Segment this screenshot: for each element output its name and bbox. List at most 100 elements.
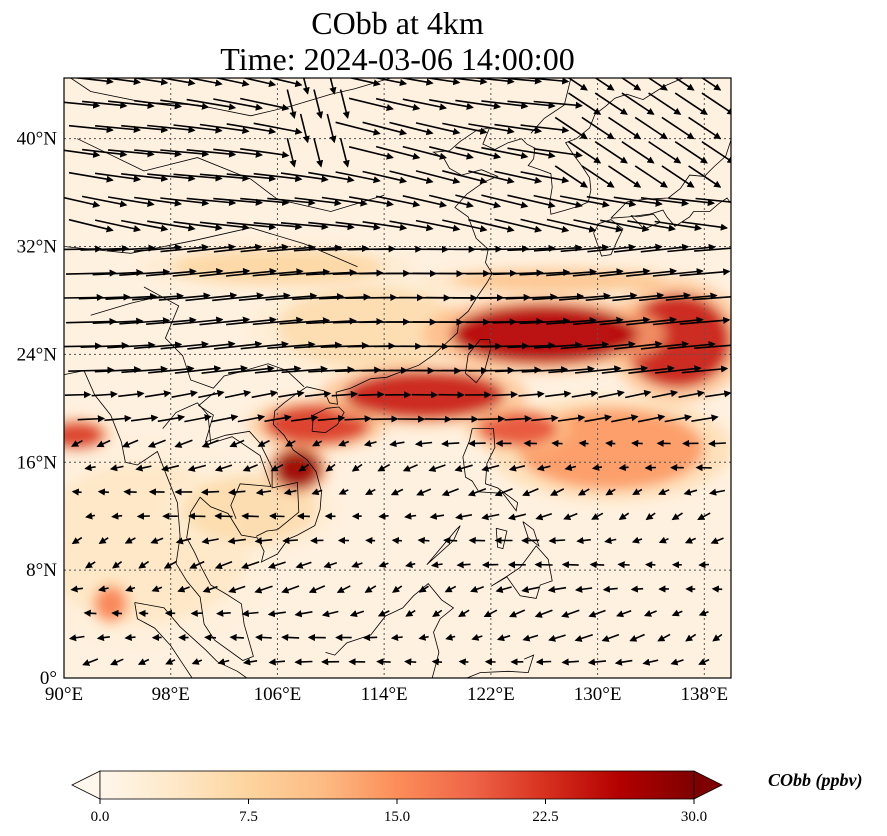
wind-arrow [252, 268, 304, 277]
wind-arrow [657, 633, 671, 642]
wind-arrow [481, 194, 529, 209]
wind-arrow [201, 439, 219, 448]
wind-arrow [548, 634, 566, 642]
wind-arrow [470, 585, 484, 593]
wind-arrow [157, 414, 186, 423]
wind-arrow [455, 513, 473, 521]
wind-arrow [312, 439, 323, 447]
wind-arrow [144, 390, 172, 398]
wind-arrow [229, 439, 245, 448]
wind-arrow [507, 194, 556, 209]
wind-arrow [280, 222, 329, 231]
wind-arrow [554, 165, 588, 188]
longitude-labels: 90°E 98°E 106°E 114°E 122°E 130°E 138°E [45, 684, 728, 705]
wind-arrow [480, 342, 530, 350]
wind-arrow [121, 439, 139, 448]
wind-arrow [64, 101, 101, 109]
wind-arrow [664, 414, 693, 423]
wind-arrow [285, 439, 296, 447]
wind-arrow [210, 414, 239, 423]
wind-arrow [454, 464, 473, 472]
wind-arrow [349, 610, 365, 617]
wind-arrow [712, 633, 723, 642]
wind-arrow [109, 464, 124, 472]
wind-arrow [631, 536, 643, 544]
wind-arrow [613, 196, 663, 207]
wind-arrow [123, 488, 137, 496]
wind-arrow [402, 145, 447, 160]
wind-arrow [348, 97, 394, 112]
wind-arrow [313, 89, 324, 119]
wind-arrow [308, 221, 355, 231]
wind-arrow [612, 292, 665, 302]
wind-arrow [561, 609, 580, 618]
wind-arrow [331, 390, 359, 398]
wind-arrow [681, 365, 729, 374]
wind-arrow [430, 561, 443, 569]
wind-arrow [507, 244, 556, 253]
wind-arrow [559, 195, 610, 208]
wind-arrow [160, 340, 209, 350]
wind-arrow [200, 488, 220, 496]
wind-arrow [187, 464, 207, 472]
wind-arrow [661, 116, 695, 140]
wind-arrow [494, 78, 543, 85]
wind-arrow [130, 414, 159, 422]
wind-arrow [189, 560, 205, 569]
wind-arrow [121, 124, 169, 134]
wind-arrow [286, 138, 297, 168]
wind-arrow [198, 389, 225, 399]
coastline-segment [466, 654, 535, 678]
wind-arrow [78, 293, 131, 301]
wind-arrow [279, 317, 331, 325]
wind-arrow [160, 197, 210, 207]
wind-arrow [213, 98, 264, 111]
wind-arrow [640, 197, 690, 207]
wind-arrow [83, 609, 97, 617]
wind-arrow [685, 633, 697, 642]
wind-arrow [214, 512, 233, 520]
wind-arrow [107, 341, 156, 349]
wind-arrow [521, 586, 540, 594]
wind-arrow [494, 218, 543, 233]
wind-arrow [286, 89, 297, 119]
wind-arrow [134, 149, 183, 158]
wind-arrow [241, 561, 260, 570]
wind-arrow [594, 141, 628, 164]
wind-arrow [658, 536, 669, 544]
wind-arrow [648, 92, 682, 115]
wind-arrow [708, 488, 726, 496]
colorbar-title: CObb (ppbv) [768, 770, 863, 790]
wind-arrow [554, 116, 588, 140]
colorbar-bar [99, 770, 695, 800]
colorbar-tick-label: 15.0 [384, 809, 410, 825]
wind-arrow [295, 561, 312, 569]
lon-tick-label: 114°E [361, 684, 408, 705]
wind-arrow [212, 292, 265, 302]
wind-arrow [104, 414, 132, 423]
wind-arrow [199, 173, 250, 182]
wind-arrow [320, 244, 370, 253]
wind-arrow [480, 245, 530, 253]
wind-arrow [66, 317, 117, 326]
wind-arrow [344, 415, 372, 423]
wind-arrow [581, 165, 615, 188]
wind-arrow [108, 100, 155, 110]
wind-arrow [135, 464, 152, 472]
colorbar-tick-label: 0.0 [91, 809, 110, 825]
wind-arrow [298, 463, 310, 472]
wind-arrow [698, 658, 710, 665]
wind-arrow [628, 365, 675, 374]
wind-arrow [620, 78, 642, 91]
wind-arrow [68, 124, 114, 134]
wind-arrow [520, 171, 570, 184]
colorbar-min-extension [71, 770, 101, 800]
wind-arrow [404, 512, 417, 520]
wind-arrow [683, 488, 698, 496]
wind-arrow [494, 366, 542, 374]
wind-arrow [667, 340, 716, 350]
wind-arrow [576, 536, 591, 545]
wind-arrow [637, 414, 666, 423]
wind-arrow [545, 390, 572, 398]
wind-arrow [257, 439, 270, 447]
